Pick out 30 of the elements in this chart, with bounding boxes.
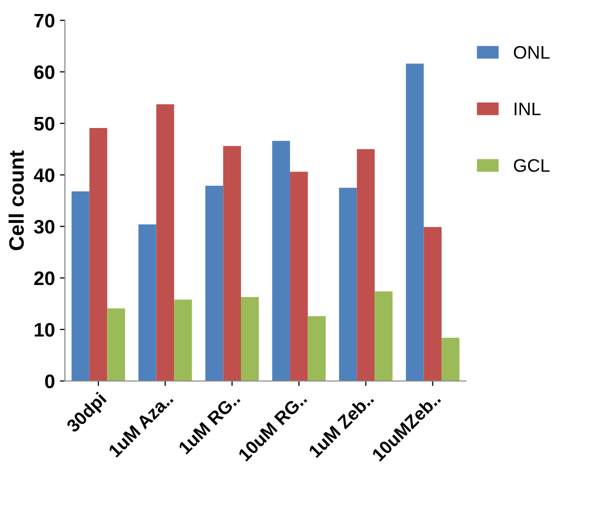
legend-label: GCL: [514, 159, 550, 172]
bar: [374, 291, 393, 381]
y-tick-label: 10: [34, 322, 54, 337]
bar: [240, 297, 259, 381]
bar: [424, 226, 442, 381]
bar: [272, 140, 290, 381]
y-tick-label: 30: [34, 220, 54, 234]
bar: [89, 128, 108, 381]
bar: [308, 316, 326, 381]
bar: [290, 172, 308, 381]
bar: [406, 64, 424, 381]
y-tick-label: 60: [34, 65, 54, 80]
legend-label: ONL: [514, 46, 550, 59]
bar: [223, 146, 241, 381]
bar: [72, 191, 90, 381]
bar: [205, 186, 224, 381]
y-tick-label: 70: [34, 14, 54, 28]
bar: [156, 104, 174, 381]
y-tick-label: 50: [34, 116, 54, 131]
bar: [138, 224, 156, 381]
bar: [107, 308, 126, 381]
bar: [442, 338, 460, 381]
legend-label: INL: [514, 102, 541, 116]
y-tick-label: 40: [34, 168, 54, 182]
y-tick-label: 0: [45, 374, 54, 388]
bar: [174, 300, 192, 381]
y-axis-title: Cell count: [8, 150, 24, 250]
bar: [339, 188, 357, 381]
bar: [356, 149, 375, 381]
y-tick-label: 20: [34, 271, 54, 286]
